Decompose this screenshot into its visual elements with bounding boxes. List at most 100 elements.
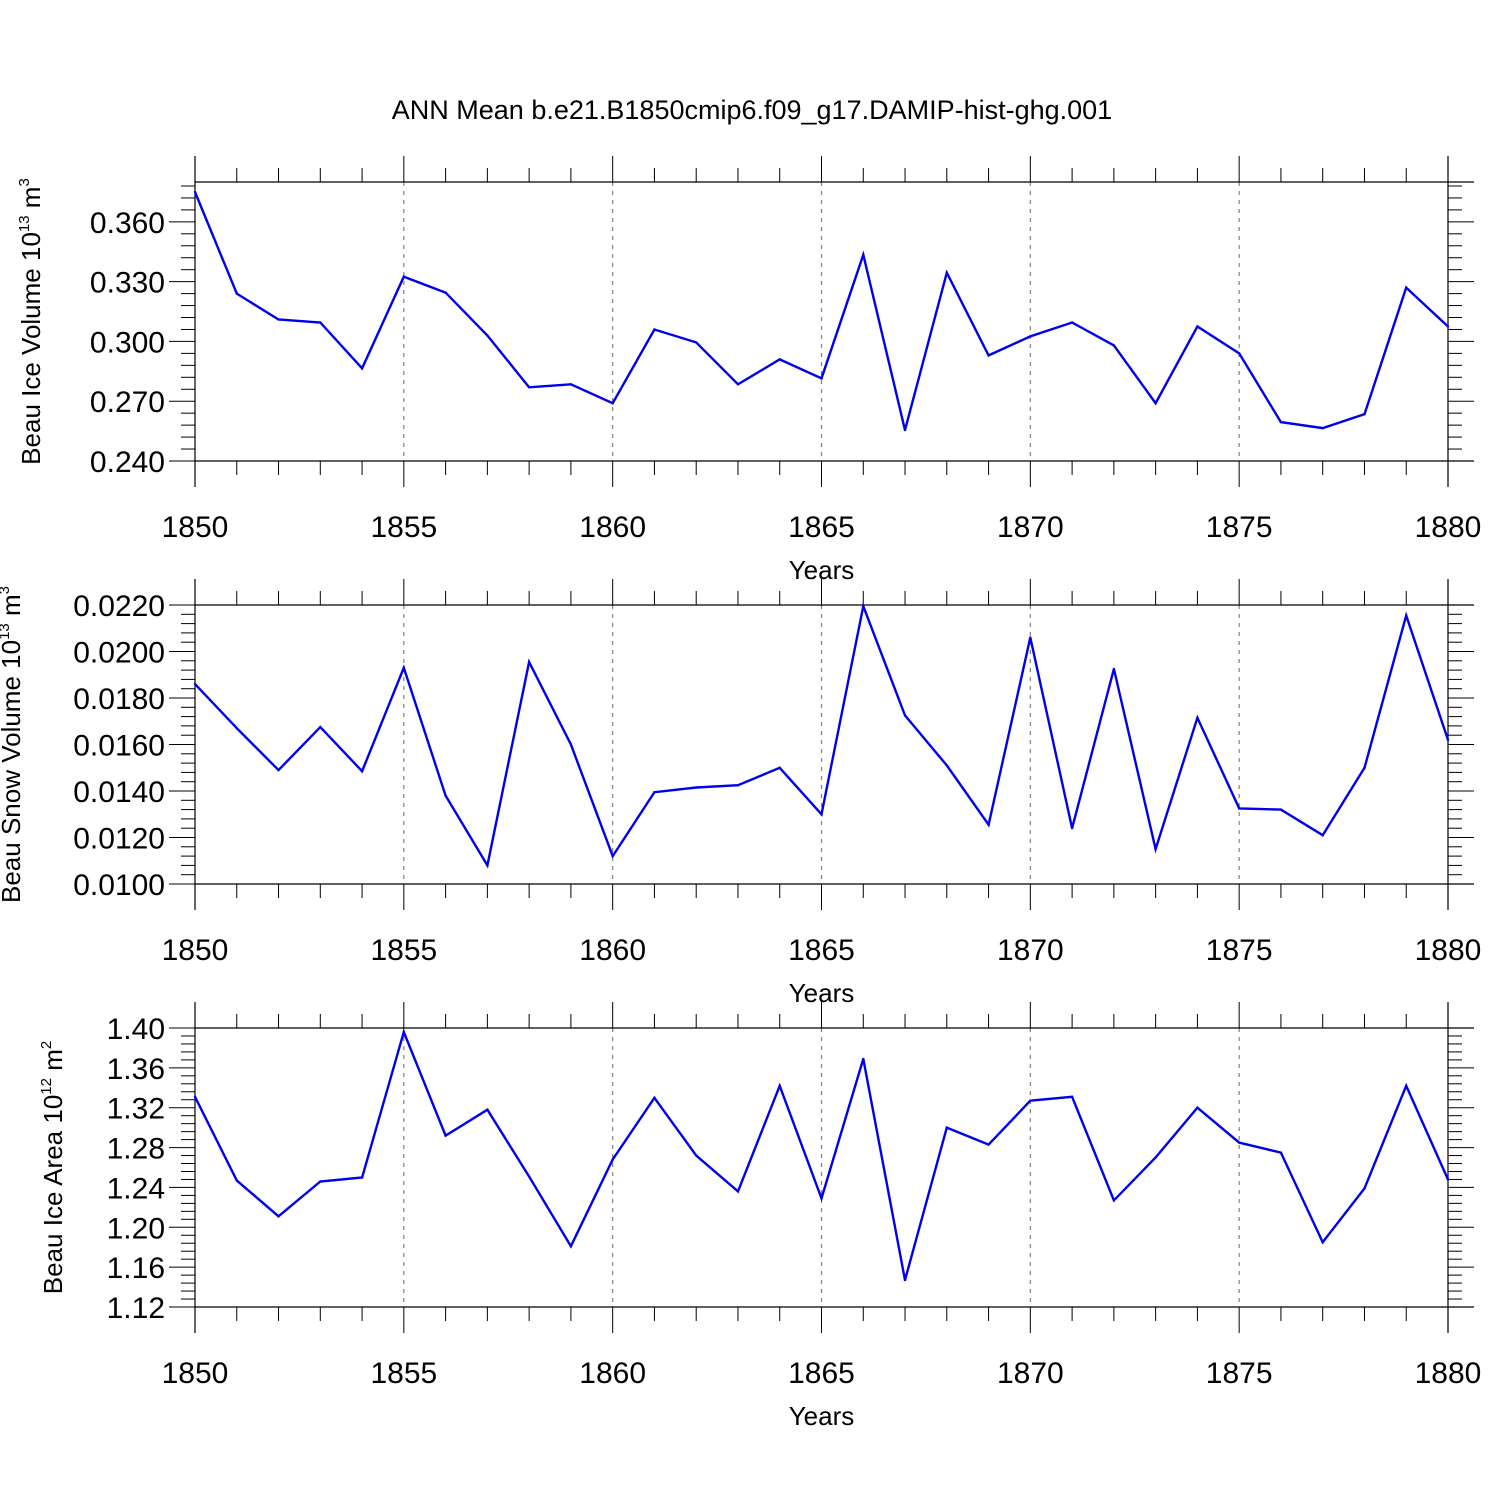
ylabel-exponent: 12: [38, 1078, 55, 1095]
ylabel-main: Beau Snow Volume 10: [0, 640, 26, 903]
data-point-ice-area: [778, 1084, 781, 1087]
xtick-label-ice-area: 1875: [1206, 1357, 1273, 1390]
data-point-ice-volume: [695, 341, 698, 344]
data-point-ice-area: [1112, 1199, 1116, 1202]
xtick-label-ice-area: 1870: [997, 1357, 1064, 1390]
data-point-ice-area: [444, 1134, 447, 1137]
ytick-label-ice-volume: 0.300: [90, 326, 165, 359]
data-point-ice-volume: [1112, 344, 1116, 347]
ylabel-ice-area: Beau Ice Area 1012 m2: [38, 1041, 68, 1294]
data-point-ice-volume: [1029, 335, 1032, 338]
data-point-ice-area: [736, 1190, 740, 1193]
data-point-ice-area: [987, 1143, 990, 1146]
data-point-ice-volume: [1196, 325, 1199, 328]
data-point-ice-volume: [1405, 286, 1408, 289]
data-point-ice-volume: [945, 271, 948, 274]
xtick-label-ice-volume: 1880: [1415, 511, 1482, 544]
xtick-label-ice-volume: 1850: [162, 511, 229, 544]
data-point-ice-area: [1196, 1106, 1199, 1109]
xtick-label-ice-area: 1880: [1415, 1357, 1482, 1390]
data-point-ice-area: [1363, 1187, 1366, 1190]
xtick-label-snow-volume: 1875: [1206, 934, 1273, 967]
data-point-ice-volume: [736, 383, 740, 386]
panel-snow-volume: 0.0100 0.0120 0.0140 0.0160 0.0180 0.0200 0.02…: [0, 579, 1481, 1008]
xtick-label-ice-volume: 1865: [788, 511, 855, 544]
data-point-ice-volume: [360, 367, 364, 370]
data-point-ice-volume: [1446, 325, 1450, 328]
series-line-snow-volume: [194, 601, 1450, 869]
ylabel-unit-exponent: 2: [38, 1041, 55, 1049]
data-point-ice-volume: [862, 253, 865, 256]
xtick-label-ice-area: 1860: [579, 1357, 646, 1390]
data-point-snow-volume: [1321, 833, 1324, 837]
ylabel-unit-exponent: 3: [0, 586, 13, 594]
data-point-ice-area: [402, 1030, 406, 1034]
data-point-ice-area: [862, 1057, 865, 1061]
data-point-ice-area: [945, 1126, 948, 1129]
ylabel-unit-exponent: 3: [16, 178, 33, 186]
data-point-ice-volume: [193, 190, 197, 194]
ytick-label-ice-area: 1.40: [107, 1013, 165, 1046]
ytick-label-snow-volume: 0.0220: [73, 590, 165, 623]
xtick-label-ice-area: 1865: [788, 1357, 855, 1390]
xtick-label-snow-volume: 1850: [162, 934, 229, 967]
data-point-snow-volume: [653, 790, 656, 794]
data-point-ice-volume: [444, 291, 447, 294]
ytick-label-ice-volume: 0.270: [90, 386, 165, 419]
data-point-snow-volume: [778, 766, 781, 769]
data-point-snow-volume: [1279, 808, 1283, 811]
xlabel-ice-area: Years: [789, 1401, 855, 1431]
ytick-label-ice-volume: 0.330: [90, 267, 165, 300]
data-point-ice-volume: [778, 358, 781, 361]
data-point-ice-volume: [235, 292, 238, 295]
data-point-ice-area: [193, 1095, 197, 1098]
ytick-label-ice-volume: 0.360: [90, 207, 165, 240]
data-point-ice-area: [820, 1197, 823, 1200]
data-point-snow-volume: [1112, 667, 1116, 671]
data-point-ice-volume: [1237, 352, 1241, 355]
data-point-ice-area: [611, 1158, 614, 1161]
xtick-label-snow-volume: 1870: [997, 934, 1064, 967]
xtick-label-snow-volume: 1860: [579, 934, 646, 967]
data-point-snow-volume: [1405, 614, 1408, 617]
ytick-label-snow-volume: 0.0120: [73, 823, 165, 856]
ylabel-snow-volume: Beau Snow Volume 1013 m3: [0, 586, 26, 903]
xtick-label-ice-volume: 1855: [370, 511, 437, 544]
data-point-ice-area: [319, 1180, 322, 1183]
ytick-label-ice-area: 1.24: [107, 1172, 165, 1205]
data-point-ice-volume: [1070, 321, 1074, 324]
data-point-snow-volume: [444, 794, 447, 797]
ytick-label-snow-volume: 0.0160: [73, 730, 165, 763]
data-point-snow-volume: [569, 743, 573, 746]
data-point-ice-area: [903, 1278, 907, 1282]
data-point-ice-volume: [527, 386, 531, 389]
data-point-ice-volume: [611, 402, 614, 405]
data-point-snow-volume: [235, 727, 238, 730]
ylabel-exponent: 13: [0, 623, 13, 640]
xtick-label-ice-area: 1855: [370, 1357, 437, 1390]
data-point-ice-volume: [1321, 426, 1324, 430]
data-point-ice-area: [527, 1175, 531, 1178]
data-point-ice-area: [1279, 1151, 1283, 1154]
data-point-ice-area: [1237, 1141, 1241, 1144]
data-point-snow-volume: [1196, 716, 1199, 719]
ylabel-unit: m: [16, 187, 46, 216]
data-point-ice-area: [1405, 1084, 1408, 1087]
data-point-ice-volume: [653, 328, 656, 331]
data-point-snow-volume: [903, 714, 907, 717]
data-point-snow-volume: [695, 786, 698, 789]
data-point-snow-volume: [820, 813, 823, 816]
data-point-snow-volume: [486, 864, 489, 867]
data-point-ice-area: [1070, 1095, 1074, 1098]
data-point-snow-volume: [987, 823, 990, 826]
data-point-ice-volume: [277, 318, 280, 321]
data-point-ice-volume: [1363, 412, 1366, 416]
data-point-ice-volume: [319, 321, 322, 324]
ytick-label-ice-area: 1.32: [107, 1093, 165, 1126]
data-point-ice-area: [360, 1176, 364, 1179]
data-point-snow-volume: [1070, 827, 1074, 830]
data-point-snow-volume: [862, 604, 865, 608]
data-point-snow-volume: [1446, 738, 1450, 742]
ytick-label-snow-volume: 0.0200: [73, 637, 165, 670]
ytick-label-ice-area: 1.36: [107, 1053, 165, 1086]
